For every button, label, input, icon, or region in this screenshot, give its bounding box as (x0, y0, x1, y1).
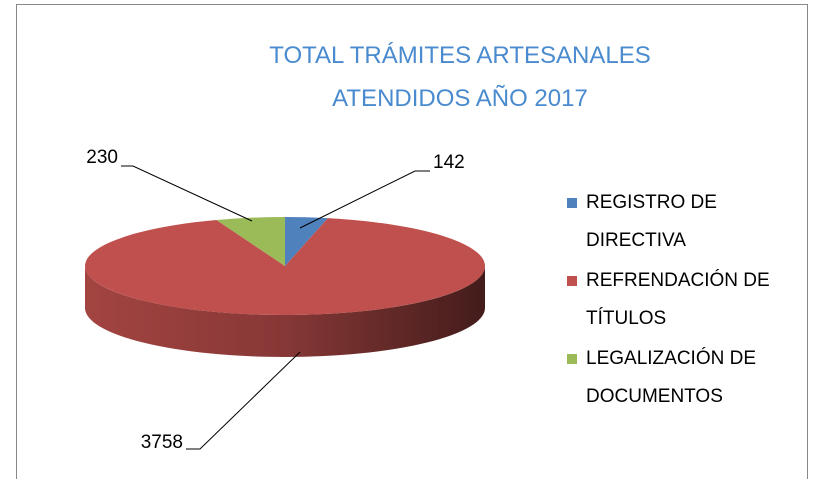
slice (285, 217, 328, 266)
data-label: 142 (433, 152, 465, 173)
legend-item: LEGALIZACIÓN DE DOCUMENTOS (567, 340, 801, 416)
leader-line (299, 170, 430, 229)
legend-item: REGISTRO DE DIRECTIVA (567, 184, 801, 260)
legend-swatch (567, 276, 577, 286)
leader-line (121, 165, 253, 222)
slice (85, 218, 485, 315)
chart-border (16, 4, 808, 479)
legend-label: REFRENDACIÓN DE TÍTULOS (586, 270, 770, 329)
data-label: 230 (86, 147, 118, 168)
legend-swatch (567, 354, 577, 364)
legend-label: REGISTRO DE DIRECTIVA (586, 192, 717, 251)
legend-swatch (567, 198, 577, 208)
leader-line (186, 351, 301, 450)
legend-item: REFRENDACIÓN DE TÍTULOS (567, 262, 801, 338)
slice-side (85, 266, 485, 357)
chart-title: TOTAL TRÁMITES ARTESANALES ATENDIDOS AÑO… (269, 42, 651, 112)
data-label: 3758 (141, 432, 183, 453)
legend-label: LEGALIZACIÓN DE DOCUMENTOS (586, 348, 756, 407)
slice (216, 217, 285, 266)
